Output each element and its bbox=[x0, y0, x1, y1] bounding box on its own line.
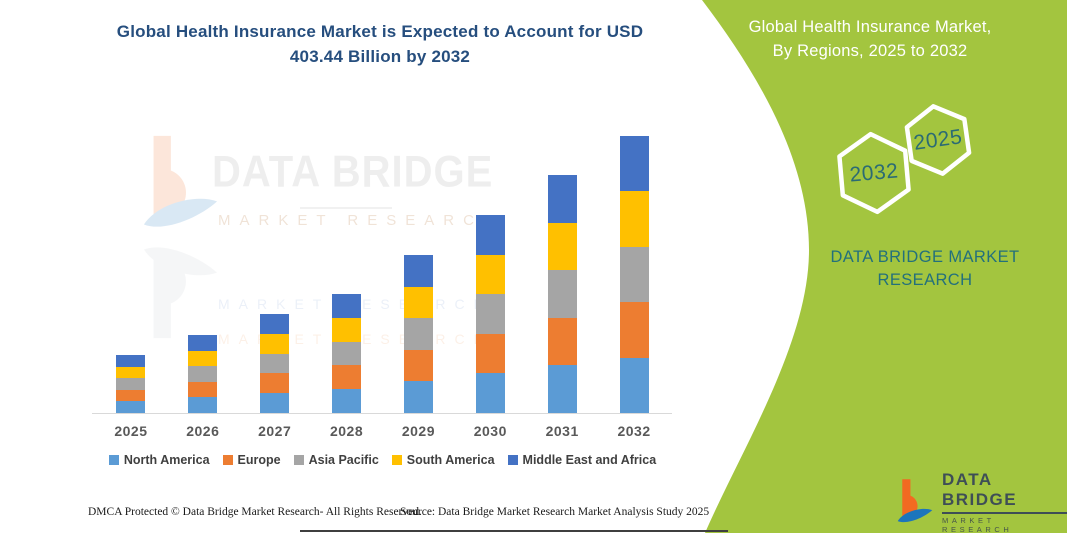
legend-label: Middle East and Africa bbox=[522, 453, 657, 467]
bar-segment-europe bbox=[403, 349, 433, 382]
legend-swatch-icon bbox=[108, 455, 119, 465]
chart-title: Global Health Insurance Market is Expect… bbox=[116, 22, 644, 66]
bar-segment-europe bbox=[188, 381, 218, 398]
x-tick-label-2027: 2027 bbox=[258, 423, 292, 439]
x-tick-label-2025: 2025 bbox=[114, 423, 148, 439]
stacked-bar-2031 bbox=[547, 175, 577, 413]
bar-segment-europe bbox=[332, 365, 362, 390]
hexagon-2032-label: 2032 bbox=[849, 159, 900, 186]
x-axis-line bbox=[92, 413, 672, 414]
footer-bottom-divider bbox=[300, 530, 728, 532]
bar-segment-south-america bbox=[619, 191, 649, 247]
bar-segment-asia-pacific bbox=[116, 378, 146, 390]
bar-segment-south-america bbox=[403, 286, 433, 319]
stacked-bar-2028 bbox=[332, 293, 362, 413]
panel-title-line2: By Regions, 2025 to 2032 bbox=[772, 41, 968, 60]
bar-segment-asia-pacific bbox=[475, 294, 505, 334]
bar-segment-north-america bbox=[403, 381, 433, 413]
bar-segment-north-america bbox=[547, 365, 577, 413]
bar-segment-middle-east-and-africa bbox=[188, 335, 218, 351]
x-tick-label-2029: 2029 bbox=[401, 423, 436, 439]
footer-dmca-text: DMCA Protected © Data Bridge Market Rese… bbox=[88, 506, 422, 518]
bar-segment-south-america bbox=[188, 350, 218, 367]
x-tick-label-2028: 2028 bbox=[329, 423, 364, 439]
bar-segment-asia-pacific bbox=[403, 318, 433, 350]
legend-item-south-america: South America bbox=[391, 453, 495, 467]
bar-segment-middle-east-and-africa bbox=[547, 175, 577, 223]
legend-swatch-icon bbox=[507, 455, 518, 465]
legend-label: Asia Pacific bbox=[308, 453, 379, 467]
bar-segment-middle-east-and-africa bbox=[403, 255, 433, 287]
bar-segment-south-america bbox=[332, 317, 362, 342]
x-tick-label-2032: 2032 bbox=[617, 423, 651, 439]
bar-segment-europe bbox=[260, 373, 290, 394]
bar-segment-asia-pacific bbox=[332, 341, 362, 366]
bar-segment-europe bbox=[547, 317, 577, 366]
bar-segment-south-america bbox=[547, 222, 577, 271]
legend-label: North America bbox=[123, 453, 210, 467]
x-axis-labels: 2025 2026 2027 2028 2029 2030 2031 2032 bbox=[95, 423, 670, 439]
legend-item-middle-east-and-africa: Middle East and Africa bbox=[507, 453, 657, 467]
stacked-bar-2030 bbox=[475, 214, 505, 413]
legend-item-europe: Europe bbox=[222, 453, 281, 467]
bar-segment-south-america bbox=[260, 333, 290, 354]
bar-segment-europe bbox=[116, 389, 146, 402]
bar-segment-asia-pacific bbox=[260, 353, 290, 374]
brand-name: DATA BRIDGE bbox=[941, 470, 1067, 514]
bar-segment-asia-pacific bbox=[547, 270, 577, 318]
panel-title: Global Health Insurance Market, By Regio… bbox=[720, 16, 1020, 64]
bar-segment-south-america bbox=[475, 254, 505, 295]
stacked-bar-2026 bbox=[188, 335, 218, 413]
bar-segment-north-america bbox=[188, 397, 218, 413]
bar-segment-middle-east-and-africa bbox=[260, 314, 290, 334]
bar-segment-europe bbox=[619, 302, 649, 358]
hexagon-badges: 2032 2025 bbox=[837, 104, 972, 215]
plot-area bbox=[92, 130, 672, 414]
footer-source-text: Source: Data Bridge Market Research Mark… bbox=[400, 506, 710, 518]
bar-segment-north-america bbox=[260, 393, 290, 413]
bar-segment-asia-pacific bbox=[188, 366, 218, 382]
brand-text-block: DATA BRIDGE MARKET RESEARCH bbox=[941, 470, 1067, 533]
legend-item-north-america: North America bbox=[108, 453, 210, 467]
x-tick-label-2030: 2030 bbox=[473, 423, 507, 439]
stacked-bar-2027 bbox=[260, 314, 290, 413]
hexagon-2032-badge: 2032 bbox=[837, 131, 911, 215]
panel-brand-line2: RESEARCH bbox=[877, 271, 973, 290]
legend-label: Europe bbox=[237, 453, 281, 467]
bar-segment-europe bbox=[475, 333, 505, 374]
panel-brand-line1: DATA BRIDGE MARKET bbox=[830, 248, 1020, 266]
x-tick-label-2031: 2031 bbox=[545, 423, 579, 439]
hexagon-2025-badge: 2025 bbox=[904, 104, 972, 176]
stacked-bar-2025 bbox=[116, 355, 146, 413]
bar-segment-middle-east-and-africa bbox=[332, 293, 362, 318]
chart-legend: North America Europe Asia Pacific South Ame… bbox=[95, 453, 670, 467]
x-tick-label-2026: 2026 bbox=[186, 423, 220, 439]
brand-logo-b-icon bbox=[897, 479, 933, 523]
brand-logo: DATA BRIDGE MARKET RESEARCH bbox=[895, 470, 1067, 533]
legend-swatch-icon bbox=[391, 455, 402, 465]
panel-brand-text: DATA BRIDGE MARKET RESEARCH bbox=[800, 246, 1050, 292]
bar-segment-north-america bbox=[619, 357, 649, 413]
bar-segment-north-america bbox=[332, 389, 362, 413]
bar-segment-asia-pacific bbox=[619, 246, 649, 303]
brand-subtitle: MARKET RESEARCH bbox=[941, 516, 1013, 533]
bar-segment-south-america bbox=[116, 366, 146, 379]
legend-swatch-icon bbox=[293, 455, 304, 465]
bar-segment-middle-east-and-africa bbox=[475, 214, 505, 255]
legend-item-asia-pacific: Asia Pacific bbox=[293, 453, 379, 467]
legend-swatch-icon bbox=[222, 455, 233, 465]
bar-segment-middle-east-and-africa bbox=[116, 355, 146, 367]
stacked-bar-2032 bbox=[619, 136, 649, 413]
panel-title-line1: Global Health Insurance Market, bbox=[748, 18, 992, 36]
legend-label: South America bbox=[406, 453, 495, 467]
bar-segment-middle-east-and-africa bbox=[619, 136, 649, 192]
bar-segment-north-america bbox=[116, 401, 146, 413]
bar-segment-north-america bbox=[475, 373, 505, 413]
stacked-bar-2029 bbox=[403, 255, 433, 413]
